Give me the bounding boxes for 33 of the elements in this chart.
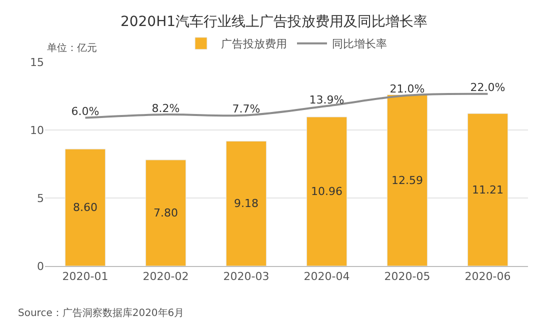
data-label: 8.60: [73, 201, 98, 214]
legend-label: 同比增长率: [332, 38, 387, 51]
data-label: 22.0%: [470, 81, 506, 94]
data-label: 12.59: [392, 174, 424, 187]
bar: [145, 160, 186, 266]
x-tick-label: 2020-06: [464, 270, 511, 284]
y-tick-label: 0: [37, 260, 44, 273]
data-label: 7.7%: [232, 102, 260, 116]
data-label: 7.80: [154, 206, 178, 220]
source-note: Source：广告洞察数据库2020年6月: [18, 307, 184, 319]
x-tick-label: 2020-01: [62, 270, 108, 284]
legend-label: 广告投放费用: [221, 38, 287, 51]
data-label: 8.2%: [152, 102, 180, 115]
bar: [467, 113, 508, 266]
data-label: 21.0%: [390, 82, 425, 96]
bar: [386, 94, 428, 266]
data-label: 10.96: [311, 184, 343, 198]
data-label: 9.18: [234, 197, 259, 210]
bar: [226, 140, 267, 266]
bar: [64, 148, 106, 266]
data-label: 6.0%: [71, 105, 100, 118]
data-label: 11.21: [472, 183, 504, 196]
x-tick-label: 2020-04: [304, 270, 350, 284]
chart-title: 2020H1汽车行业线上广告投放费用及同比增长率: [120, 14, 428, 30]
x-tick-label: 2020-03: [223, 270, 270, 284]
y-tick-label: 15: [30, 56, 44, 69]
data-label: 13.9%: [309, 93, 344, 106]
y-tick-label: 10: [30, 124, 44, 137]
x-tick-label: 2020-05: [384, 270, 430, 284]
x-tick-label: 2020-02: [142, 270, 189, 284]
bar: [306, 116, 348, 266]
text: 单位：亿元: [47, 42, 97, 54]
y-tick-label: 5: [37, 192, 44, 205]
